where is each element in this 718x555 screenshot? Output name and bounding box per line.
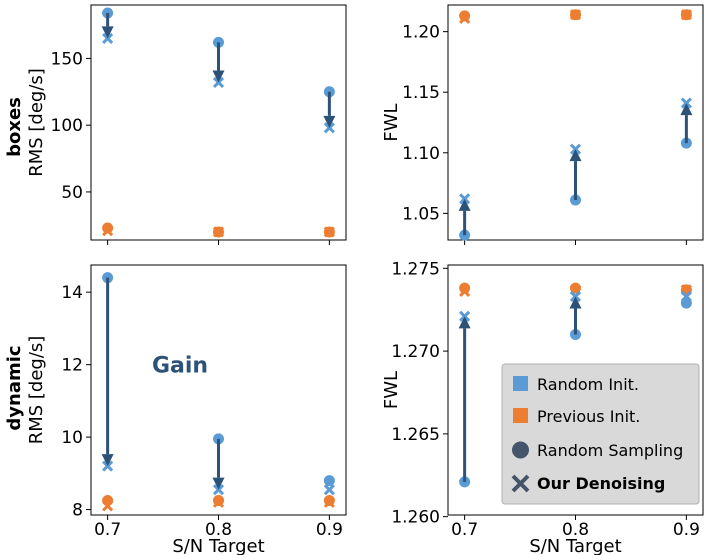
y-tick-label: 12 <box>61 356 83 376</box>
gain-arrow-head <box>458 316 471 329</box>
point-previous-init-denoising <box>323 496 335 508</box>
point-previous-init-denoising <box>569 9 582 21</box>
legend-label-our-denoising: Our Denoising <box>537 474 665 493</box>
y-tick-label: 1.275 <box>391 259 440 279</box>
x-tick-label: 0.7 <box>94 520 121 540</box>
legend-label-random-sampling: Random Sampling <box>537 441 683 460</box>
legend-marker-our-denoising <box>511 474 530 493</box>
y-tick-label: 1.260 <box>391 508 440 528</box>
point-previous-init-denoising <box>212 496 225 508</box>
point-previous-init-denoising <box>102 225 114 237</box>
y-axis-label: FWL <box>381 371 402 409</box>
y-tick-label: 150 <box>51 49 83 69</box>
chart-dynamic-rms: 8 10 12 14 0.7 0.8 0.9 RMS [deg/s] S/N Target Gai… <box>26 264 347 555</box>
point-random-init-denoising <box>323 484 335 496</box>
gain-arrow-head <box>212 477 225 490</box>
point-previous-init-denoising <box>680 9 692 21</box>
gain-arrow-head <box>323 115 336 128</box>
x-axis-label: S/N Target <box>529 536 621 555</box>
y-tick-label: 1.20 <box>402 23 440 43</box>
y-tick-label: 50 <box>61 183 83 203</box>
row-label-dynamic: dynamic <box>4 345 25 430</box>
point-previous-init-denoising <box>459 12 471 24</box>
y-tick-label: 8 <box>72 501 83 521</box>
y-axis-label: RMS [deg/s] <box>26 68 47 177</box>
x-axis-label: S/N Target <box>172 536 264 555</box>
legend-label-random-init: Random Init. <box>537 375 639 394</box>
gain-arrow-head <box>101 26 114 39</box>
legend-swatch-previous-init <box>513 408 528 423</box>
legend-swatch-random-init <box>513 376 528 391</box>
gain-arrow-head <box>212 70 225 83</box>
gain-annotation: Gain <box>152 354 208 379</box>
point-previous-init-denoising <box>102 500 114 512</box>
point-previous-init-denoising <box>459 285 471 298</box>
point-previous-init-denoising <box>212 226 225 238</box>
x-tick-label: 0.8 <box>205 520 232 540</box>
point-random-init-denoising <box>323 122 335 134</box>
x-tick-label: 0.9 <box>316 520 343 540</box>
chart-boxes-fwl: 1.05 1.10 1.15 1.20 FWL <box>381 4 704 245</box>
point-random-init-denoising <box>102 460 114 472</box>
x-tick-label: 0.7 <box>451 520 478 540</box>
y-tick-label: 1.265 <box>391 425 440 445</box>
x-tick-label: 0.8 <box>562 520 589 540</box>
chart-dynamic-fwl: 1.260 1.265 1.270 1.275 0.7 0.8 0.9 FWL S/N Targ… <box>381 259 704 555</box>
row-label-boxes: boxes <box>4 97 25 157</box>
x-tick-label: 0.9 <box>673 520 700 540</box>
legend-label-previous-init: Previous Init. <box>537 407 640 426</box>
y-axis-label: FWL <box>381 103 402 141</box>
point-random-init-denoising <box>459 310 471 322</box>
gain-arrow-head <box>680 103 693 116</box>
point-random-init-denoising <box>569 143 582 155</box>
point-random-init-denoising <box>212 76 225 89</box>
y-tick-label: 1.15 <box>402 83 440 103</box>
point-random-init-denoising <box>680 97 692 109</box>
point-previous-init-sampling <box>459 10 471 22</box>
gain-arrow-head <box>101 454 114 467</box>
y-tick-label: 1.10 <box>402 144 440 164</box>
y-tick-label: 1.270 <box>391 342 440 362</box>
point-previous-init-sampling <box>102 222 114 234</box>
y-tick-label: 10 <box>61 428 83 448</box>
y-tick-label: 100 <box>51 116 83 136</box>
point-random-init-sampling <box>323 475 335 487</box>
point-previous-init-sampling <box>459 282 471 294</box>
legend-box <box>501 363 700 505</box>
gain-arrow-head <box>458 198 471 211</box>
point-random-init-denoising <box>459 193 471 205</box>
y-tick-label: 14 <box>61 283 83 303</box>
point-random-init-denoising <box>680 290 692 303</box>
gain-arrow-head <box>569 149 582 162</box>
gain-arrow-head <box>569 296 582 309</box>
y-axis-label: RMS [deg/s] <box>26 336 47 445</box>
point-random-init-denoising <box>102 32 114 44</box>
point-previous-init-denoising <box>323 226 335 238</box>
y-tick-label: 1.05 <box>402 204 440 224</box>
legend: Random Init. Previous Init. Random Sampl… <box>501 363 700 505</box>
legend-marker-random-sampling <box>512 441 529 459</box>
point-random-init-denoising <box>212 484 225 496</box>
